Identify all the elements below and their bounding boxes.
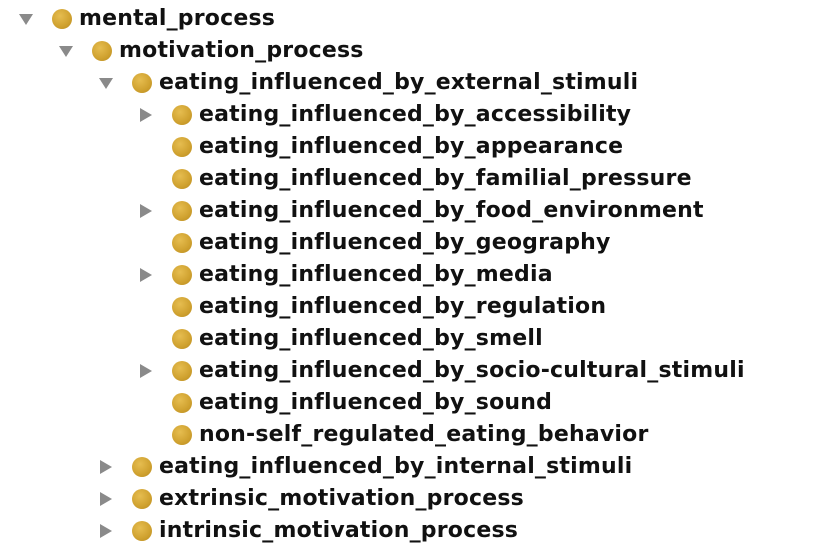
triangle-down-icon[interactable] xyxy=(58,43,74,59)
tree-node-eating-influenced-by-media[interactable]: eating_influenced_by_media xyxy=(138,259,553,291)
class-circle-icon xyxy=(172,425,192,445)
tree-node-label: eating_influenced_by_accessibility xyxy=(199,102,632,127)
tree-node-label: eating_influenced_by_socio-cultural_stim… xyxy=(199,358,745,383)
tree-node-label: motivation_process xyxy=(119,38,364,63)
tree-node-motivation-process[interactable]: motivation_process xyxy=(58,35,364,67)
class-circle-icon xyxy=(172,393,192,413)
tree-node-eating-influenced-by-smell[interactable]: eating_influenced_by_smell xyxy=(138,323,543,355)
tree-node-eating-influenced-by-regulation[interactable]: eating_influenced_by_regulation xyxy=(138,291,606,323)
triangle-right-icon[interactable] xyxy=(98,491,114,507)
class-circle-icon xyxy=(172,137,192,157)
triangle-right-icon[interactable] xyxy=(138,203,154,219)
class-circle-icon xyxy=(132,457,152,477)
class-circle-icon xyxy=(172,105,192,125)
tree-node-label: mental_process xyxy=(79,6,276,31)
tree-node-eating-influenced-by-food-environment[interactable]: eating_influenced_by_food_environment xyxy=(138,195,704,227)
class-circle-icon xyxy=(172,297,192,317)
class-circle-icon xyxy=(172,265,192,285)
class-circle-icon xyxy=(132,73,152,93)
triangle-right-icon[interactable] xyxy=(138,107,154,123)
tree-node-eating-influenced-by-familial-pressure[interactable]: eating_influenced_by_familial_pressure xyxy=(138,163,692,195)
tree-node-label: eating_influenced_by_external_stimuli xyxy=(159,70,639,95)
class-circle-icon xyxy=(52,9,72,29)
tree-node-label: eating_influenced_by_media xyxy=(199,262,553,287)
tree-node-label: eating_influenced_by_appearance xyxy=(199,134,624,159)
tree-node-extrinsic-motivation-process[interactable]: extrinsic_motivation_process xyxy=(98,483,524,515)
tree-node-label: eating_influenced_by_regulation xyxy=(199,294,607,319)
class-circle-icon xyxy=(172,361,192,381)
class-circle-icon xyxy=(172,201,192,221)
tree-node-eating-influenced-by-geography[interactable]: eating_influenced_by_geography xyxy=(138,227,611,259)
triangle-right-icon[interactable] xyxy=(98,523,114,539)
class-circle-icon xyxy=(172,233,192,253)
tree-node-label: eating_influenced_by_food_environment xyxy=(199,198,704,223)
class-circle-icon xyxy=(132,489,152,509)
tree-node-non-self-regulated-eating-behavior[interactable]: non-self_regulated_eating_behavior xyxy=(138,419,649,451)
tree-node-intrinsic-motivation-process[interactable]: intrinsic_motivation_process xyxy=(98,515,518,547)
class-circle-icon xyxy=(92,41,112,61)
tree-node-eating-influenced-by-sound[interactable]: eating_influenced_by_sound xyxy=(138,387,552,419)
tree-node-mental-process[interactable]: mental_process xyxy=(18,3,275,35)
tree-node-label: eating_influenced_by_familial_pressure xyxy=(199,166,692,191)
tree-node-eating-influenced-by-accessibility[interactable]: eating_influenced_by_accessibility xyxy=(138,99,631,131)
triangle-down-icon[interactable] xyxy=(98,75,114,91)
triangle-right-icon[interactable] xyxy=(138,363,154,379)
tree-node-eating-influenced-by-external-stimuli[interactable]: eating_influenced_by_external_stimuli xyxy=(98,67,638,99)
tree-node-label: intrinsic_motivation_process xyxy=(159,518,519,543)
tree-node-label: eating_influenced_by_smell xyxy=(199,326,543,351)
triangle-right-icon[interactable] xyxy=(138,267,154,283)
tree-node-label: eating_influenced_by_sound xyxy=(199,390,553,415)
class-circle-icon xyxy=(132,521,152,541)
class-circle-icon xyxy=(172,329,192,349)
triangle-right-icon[interactable] xyxy=(98,459,114,475)
triangle-down-icon[interactable] xyxy=(18,11,34,27)
tree-node-eating-influenced-by-appearance[interactable]: eating_influenced_by_appearance xyxy=(138,131,623,163)
tree-node-label: eating_influenced_by_internal_stimuli xyxy=(159,454,633,479)
tree-node-label: non-self_regulated_eating_behavior xyxy=(199,422,649,447)
tree-node-eating-influenced-by-socio-cultural-stimuli[interactable]: eating_influenced_by_socio-cultural_stim… xyxy=(138,355,745,387)
tree-node-eating-influenced-by-internal-stimuli[interactable]: eating_influenced_by_internal_stimuli xyxy=(98,451,632,483)
class-circle-icon xyxy=(172,169,192,189)
tree-node-label: eating_influenced_by_geography xyxy=(199,230,611,255)
tree-node-label: extrinsic_motivation_process xyxy=(159,486,524,511)
